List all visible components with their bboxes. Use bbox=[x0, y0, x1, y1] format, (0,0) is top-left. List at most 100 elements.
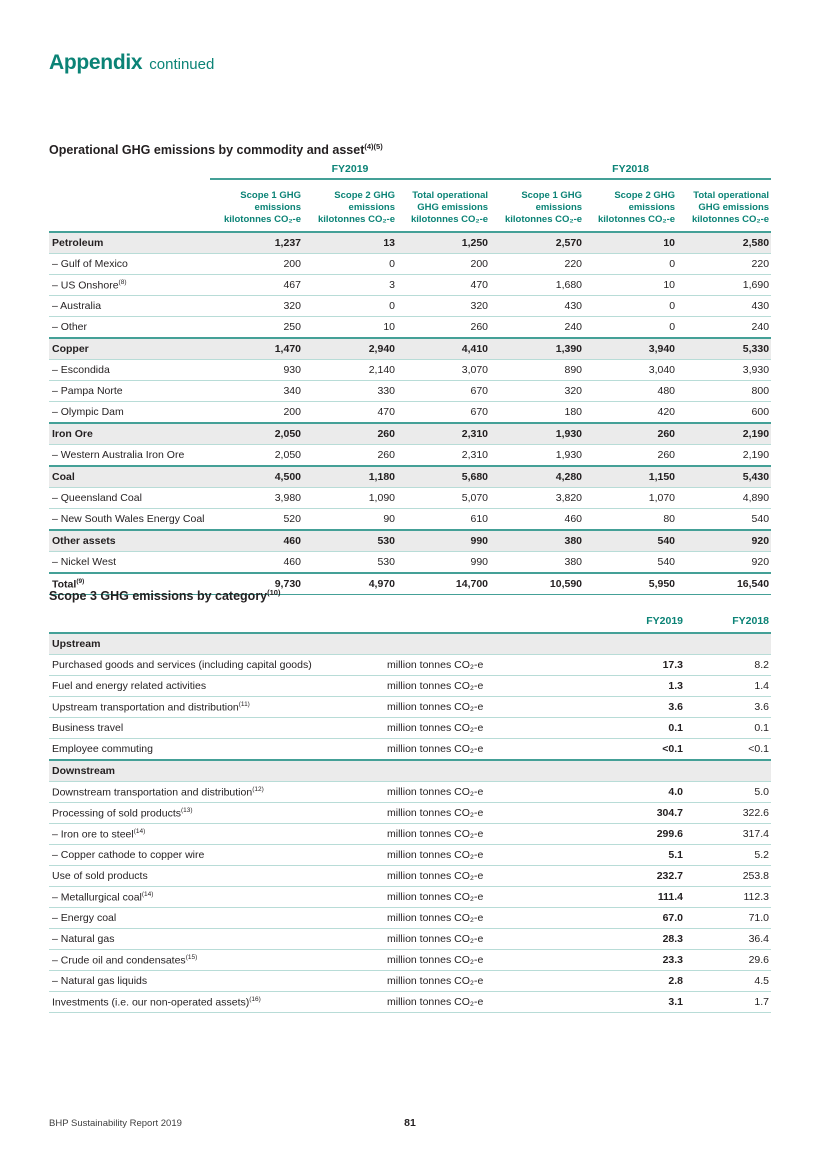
cell-value: 4,890 bbox=[742, 492, 770, 504]
row-label: Iron Ore bbox=[52, 428, 93, 440]
cell-value: 3 bbox=[389, 279, 395, 291]
cell-value: 0 bbox=[669, 258, 676, 270]
row-label: Other assets bbox=[52, 535, 116, 547]
unit-label: million tonnes CO₂-e bbox=[387, 743, 484, 755]
cell-value: 220 bbox=[564, 258, 583, 270]
column-header-fy2018: FY2018 bbox=[732, 615, 769, 627]
cell-value: 320 bbox=[283, 300, 301, 312]
cell-value: 460 bbox=[283, 556, 301, 568]
row-label: Processing of sold products(13) bbox=[52, 806, 193, 820]
cell-value: 1,237 bbox=[274, 237, 301, 249]
operational-ghg-table: FY2019 FY2018 Scope 1 GHG emissions kilo… bbox=[49, 160, 772, 595]
table-row: – Escondida 930 2,140 3,070 890 3,040 3,930 bbox=[49, 359, 772, 381]
footnote-marker: (12) bbox=[252, 785, 264, 793]
row-label: Use of sold products bbox=[52, 870, 148, 882]
cell-value: 5,680 bbox=[461, 471, 489, 483]
row-label: – Australia bbox=[52, 300, 102, 312]
row-label: – Natural gas liquids bbox=[52, 975, 148, 987]
row-label: – Gulf of Mexico bbox=[52, 258, 128, 270]
cell-value-fy2019: 4.0 bbox=[668, 786, 683, 798]
row-label: Downstream bbox=[52, 765, 116, 777]
cell-value-fy2019: <0.1 bbox=[662, 743, 683, 755]
cell-value: 670 bbox=[470, 385, 489, 397]
table-row: Use of sold products million tonnes CO₂-e… bbox=[49, 865, 771, 887]
cell-value: 200 bbox=[283, 258, 301, 270]
unit-label: million tonnes CO₂-e bbox=[387, 680, 484, 692]
cell-value-fy2019: 28.3 bbox=[662, 933, 683, 945]
table-row: – Copper cathode to copper wire million t… bbox=[49, 844, 771, 866]
row-label: Upstream transportation and distribution… bbox=[52, 700, 250, 714]
cell-value: 2,940 bbox=[368, 343, 395, 355]
cell-value: 2,140 bbox=[368, 364, 395, 376]
column-header: Scope 1 GHG emissions kilotonnes CO₂-e bbox=[504, 190, 583, 226]
footnote-marker: (11) bbox=[238, 700, 250, 708]
row-label: Business travel bbox=[52, 722, 124, 734]
table-row: – US Onshore(8) 467 3 470 1,680 10 1,690 bbox=[49, 274, 772, 296]
section-row: Upstream bbox=[49, 633, 771, 655]
column-header-row: Scope 1 GHG emissions kilotonnes CO₂-e S… bbox=[49, 179, 771, 232]
cell-value: 600 bbox=[751, 406, 770, 418]
column-header: Total operational GHG emissions kilotonn… bbox=[692, 190, 770, 226]
cell-value: 3,070 bbox=[461, 364, 489, 376]
table-row: Processing of sold products(13) million t… bbox=[49, 802, 771, 824]
cell-value-fy2018: 8.2 bbox=[754, 659, 769, 671]
cell-value: 260 bbox=[657, 449, 676, 461]
row-label: Petroleum bbox=[52, 237, 104, 249]
cell-value: 4,410 bbox=[461, 343, 489, 355]
cell-value: 1,930 bbox=[555, 449, 583, 461]
row-label: Purchased goods and services (including … bbox=[52, 659, 312, 671]
cell-value-fy2018: 4.5 bbox=[754, 975, 769, 987]
cell-value: 320 bbox=[564, 385, 583, 397]
cell-value: 0 bbox=[389, 258, 395, 270]
cell-value: 320 bbox=[470, 300, 489, 312]
cell-value: 990 bbox=[470, 556, 489, 568]
row-label: – Crude oil and condensates(15) bbox=[52, 953, 198, 967]
cell-value: 5,330 bbox=[742, 343, 770, 355]
unit-label: million tonnes CO₂-e bbox=[387, 870, 484, 882]
cell-value: 460 bbox=[564, 513, 583, 525]
page-title: Appendix bbox=[49, 51, 143, 74]
cell-value: 200 bbox=[470, 258, 489, 270]
cell-value: 2,190 bbox=[742, 449, 770, 461]
footnote-marker: (8) bbox=[118, 278, 127, 286]
cell-value: 260 bbox=[377, 449, 395, 461]
cell-value: 920 bbox=[751, 535, 770, 547]
cell-value: 520 bbox=[283, 513, 301, 525]
cell-value: 220 bbox=[751, 258, 770, 270]
table-row: Employee commuting million tonnes CO₂-e <0… bbox=[49, 738, 771, 761]
section-row: Downstream bbox=[49, 760, 771, 782]
cell-value-fy2018: <0.1 bbox=[748, 743, 769, 755]
table-row: Investments (i.e. our non-operated asset… bbox=[49, 991, 771, 1013]
scope3-ghg-table: FY2019 FY2018 Upstream Purchased goods an… bbox=[49, 607, 771, 1013]
cell-value-fy2018: 112.3 bbox=[743, 891, 770, 903]
cell-value: 1,180 bbox=[368, 471, 395, 483]
cell-value: 16,540 bbox=[736, 578, 770, 590]
cell-value-fy2019: 304.7 bbox=[656, 807, 683, 819]
cell-value: 1,390 bbox=[555, 343, 583, 355]
table-row: Upstream transportation and distribution… bbox=[49, 696, 771, 718]
cell-value: 14,700 bbox=[455, 578, 489, 590]
cell-value-fy2019: 3.6 bbox=[668, 701, 683, 713]
cell-value: 2,310 bbox=[461, 449, 489, 461]
row-label: – Nickel West bbox=[52, 556, 116, 568]
t2-body: Upstream Purchased goods and services (in… bbox=[49, 633, 771, 1013]
table-row: Fuel and energy related activities millio… bbox=[49, 675, 771, 697]
row-label: – Metallurgical coal(14) bbox=[52, 890, 154, 904]
cell-value-fy2018: 322.6 bbox=[742, 807, 769, 819]
table-row: Business travel million tonnes CO₂-e 0.1 0.… bbox=[49, 717, 771, 739]
cell-value: 10 bbox=[663, 237, 676, 249]
row-label: – Copper cathode to copper wire bbox=[52, 849, 205, 861]
footnote-marker: (14) bbox=[133, 827, 146, 835]
cell-value: 2,310 bbox=[461, 428, 489, 440]
footnote-marker: (15) bbox=[185, 953, 198, 961]
cell-value: 380 bbox=[564, 556, 583, 568]
footnote-marker: (13) bbox=[180, 806, 193, 814]
cell-value: 4,970 bbox=[368, 578, 395, 590]
table-row: – Nickel West 460 530 990 380 540 920 bbox=[49, 551, 772, 574]
row-label: – Pampa Norte bbox=[52, 385, 123, 397]
cell-value: 2,190 bbox=[742, 428, 770, 440]
cell-value: 1,090 bbox=[368, 492, 395, 504]
unit-label: million tonnes CO₂-e bbox=[387, 849, 484, 861]
row-label: Copper bbox=[52, 343, 89, 355]
cell-value: 1,150 bbox=[648, 471, 676, 483]
